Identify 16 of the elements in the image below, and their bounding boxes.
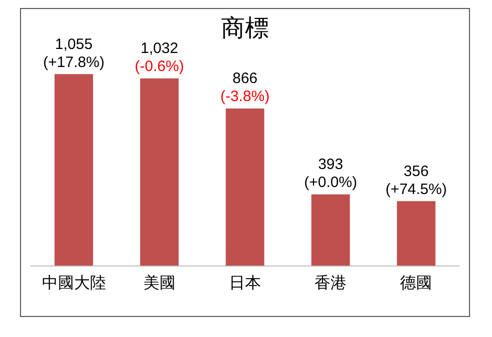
bar	[311, 194, 350, 266]
x-tick-label: 德國	[400, 274, 432, 292]
data-label: 393 (+0.0%)	[304, 156, 358, 192]
data-label: 1,055 (+17.8%)	[43, 36, 104, 71]
chart-title: 商標	[221, 15, 269, 42]
bar	[396, 201, 436, 266]
x-tick-label: 香港	[314, 274, 347, 292]
bar	[54, 74, 94, 266]
x-tick-label: 中國大陸	[42, 274, 106, 292]
bar	[226, 108, 264, 266]
data-label: 1,032 (-0.6%)	[134, 40, 184, 75]
data-label: 866 (-3.8%)	[220, 70, 270, 106]
x-tick-label: 美國	[143, 274, 176, 292]
bar	[140, 78, 179, 266]
x-tick-label: 日本	[229, 274, 261, 292]
data-label: 356 (+74.5%)	[386, 162, 447, 198]
